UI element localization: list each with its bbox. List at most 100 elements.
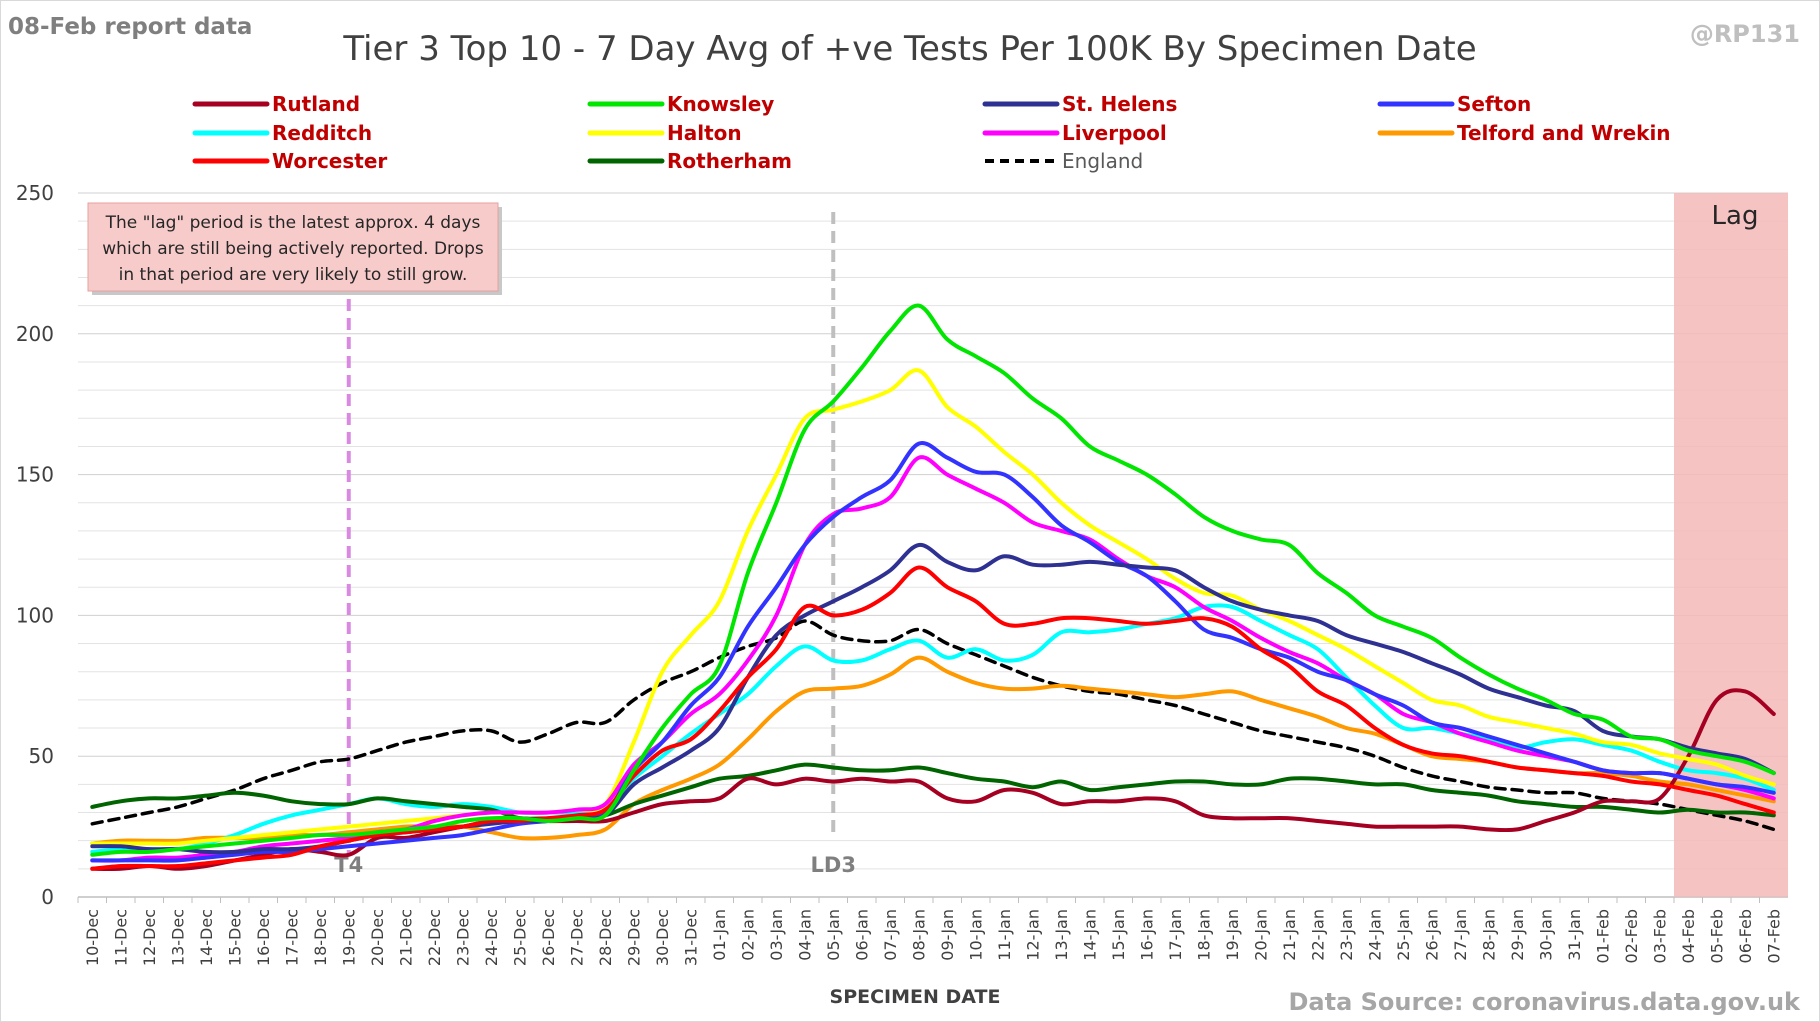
x-tick-label: 10-Jan <box>966 909 985 961</box>
legend-label-halton: Halton <box>667 121 742 145</box>
legend-label-england: England <box>1062 149 1143 173</box>
lag-annotation: The "lag" period is the latest approx. 4… <box>87 202 502 295</box>
x-tick-label: 18-Jan <box>1194 909 1213 961</box>
report-date-label: 08-Feb report data <box>8 14 252 40</box>
legend-label-sefton: Sefton <box>1457 92 1531 116</box>
series-line-rotherham <box>90 762 1776 821</box>
x-tick-label: 04-Feb <box>1679 909 1698 963</box>
series-line-rutland <box>90 688 1776 872</box>
x-tick-label: 01-Feb <box>1593 909 1612 963</box>
legend-label-rotherham: Rotherham <box>667 149 792 173</box>
x-tick-label: 20-Dec <box>368 909 387 966</box>
y-tick-label: 0 <box>41 885 54 909</box>
series-line-halton <box>90 368 1776 846</box>
legend-label-rutland: Rutland <box>272 92 360 116</box>
series-line-sefton <box>90 440 1776 863</box>
x-tick-label: 12-Dec <box>140 909 159 966</box>
x-tick-label: 11-Dec <box>111 909 130 966</box>
x-tick-label: 09-Jan <box>938 909 957 961</box>
x-tick-label: 01-Jan <box>710 909 729 961</box>
x-tick-label: 16-Jan <box>1137 909 1156 961</box>
chart-title: Tier 3 Top 10 - 7 Day Avg of +ve Tests P… <box>342 29 1476 69</box>
x-tick-label: 21-Dec <box>396 909 415 966</box>
x-tick-label: 25-Jan <box>1394 909 1413 961</box>
y-tick-label: 100 <box>16 603 54 627</box>
x-tick-label: 23-Dec <box>453 909 472 966</box>
x-tick-label: 06-Jan <box>852 909 871 961</box>
x-tick-label: 22-Dec <box>425 909 444 966</box>
x-tick-label: 25-Dec <box>510 909 529 966</box>
series-line-knowsley <box>90 303 1776 857</box>
x-tick-label: 18-Dec <box>311 909 330 966</box>
x-tick-label: 17-Dec <box>282 909 301 966</box>
x-tick-label: 27-Dec <box>567 909 586 966</box>
x-tick-label: 31-Dec <box>681 909 700 966</box>
x-tick-label: 08-Jan <box>909 909 928 961</box>
x-tick-label: 15-Jan <box>1109 909 1128 961</box>
x-tick-label: 03-Feb <box>1650 909 1669 963</box>
x-tick-label: 26-Dec <box>539 909 558 966</box>
y-tick-label: 150 <box>16 463 54 487</box>
x-tick-label: 29-Dec <box>624 909 643 966</box>
x-tick-label: 14-Dec <box>197 909 216 966</box>
x-tick-label: 15-Dec <box>225 909 244 966</box>
annotation-line: in that period are very likely to still … <box>119 265 468 285</box>
x-tick-label: 02-Jan <box>738 909 757 961</box>
x-tick-label: 16-Dec <box>254 909 273 966</box>
legend-label-liverpool: Liverpool <box>1062 121 1167 145</box>
y-tick-label: 50 <box>29 744 54 768</box>
x-tick-label: 28-Jan <box>1479 909 1498 961</box>
x-tick-label: 14-Jan <box>1080 909 1099 961</box>
x-axis-title: SPECIMEN DATE <box>830 986 1001 1008</box>
y-tick-label: 200 <box>16 322 54 346</box>
x-tick-label: 26-Jan <box>1422 909 1441 961</box>
x-tick-label: 05-Feb <box>1707 909 1726 963</box>
x-tick-label: 31-Jan <box>1565 909 1584 961</box>
x-tick-label: 07-Feb <box>1764 909 1783 963</box>
x-tick-label: 11-Jan <box>995 909 1014 961</box>
author-handle: @RP131 <box>1690 20 1800 48</box>
legend-label-st-helens: St. Helens <box>1062 92 1177 116</box>
x-tick-label: 27-Jan <box>1451 909 1470 961</box>
series-line-england <box>90 619 1776 832</box>
x-tick-label: 24-Dec <box>482 909 501 966</box>
legend: Rutland Knowsley St. Helens Sefton Redditch H… <box>192 92 1671 173</box>
legend-label-redditch: Redditch <box>272 121 372 145</box>
series-line-worcester <box>90 565 1776 871</box>
legend-label-worcester: Worcester <box>272 149 387 173</box>
x-tick-label: 12-Jan <box>1023 909 1042 961</box>
x-tick-label: 05-Jan <box>824 909 843 961</box>
annotation-box <box>87 202 499 292</box>
x-tick-label: 30-Dec <box>653 909 672 966</box>
x-tick-label: 22-Jan <box>1308 909 1327 961</box>
x-tick-label: 28-Dec <box>596 909 615 966</box>
x-tick-label: 13-Jan <box>1052 909 1071 961</box>
annotation-line: which are still being actively reported.… <box>102 239 484 259</box>
reference-label-ld3: LD3 <box>811 853 856 877</box>
x-tick-label: 24-Jan <box>1365 909 1384 961</box>
series <box>90 303 1776 872</box>
x-tick-label: 04-Jan <box>795 909 814 961</box>
x-tick-label: 30-Jan <box>1536 909 1555 961</box>
x-tick-label: 07-Jan <box>881 909 900 961</box>
legend-label-knowsley: Knowsley <box>667 92 774 116</box>
x-tick-label: 20-Jan <box>1251 909 1270 961</box>
x-tick-label: 03-Jan <box>767 909 786 961</box>
x-axis: 10-Dec 11-Dec 12-Dec 13-Dec 14-Dec 15-Dec 16-D… <box>77 897 1783 966</box>
x-tick-label: 21-Jan <box>1280 909 1299 961</box>
lag-label: Lag <box>1712 201 1759 231</box>
x-tick-label: 19-Dec <box>339 909 358 966</box>
x-tick-label: 13-Dec <box>168 909 187 966</box>
x-tick-label: 29-Jan <box>1508 909 1527 961</box>
annotation-line: The "lag" period is the latest approx. 4… <box>105 213 481 233</box>
x-tick-label: 10-Dec <box>83 909 102 966</box>
y-axis: 0 50 100 150 200 250 <box>16 181 54 909</box>
y-tick-label: 250 <box>16 181 54 205</box>
legend-label-telford-and-wrekin: Telford and Wrekin <box>1457 121 1671 145</box>
x-tick-label: 02-Feb <box>1622 909 1641 963</box>
x-tick-label: 23-Jan <box>1337 909 1356 961</box>
data-source-label: Data Source: coronavirus.data.gov.uk <box>1289 988 1802 1016</box>
x-tick-label: 17-Jan <box>1166 909 1185 961</box>
x-tick-label: 06-Feb <box>1736 909 1755 963</box>
